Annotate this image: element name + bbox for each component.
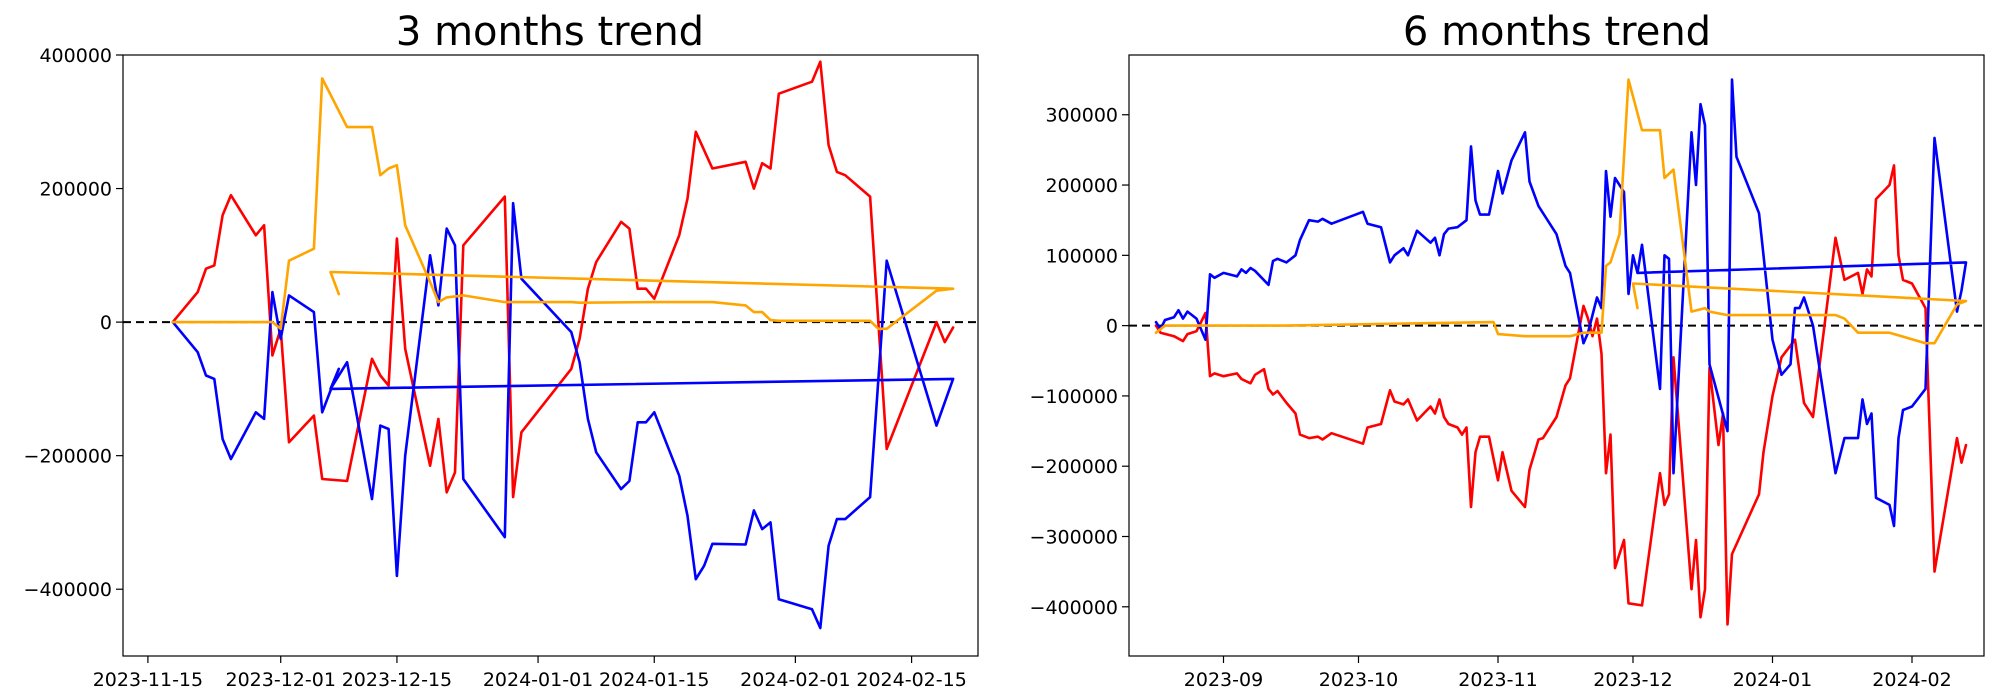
- y-axis: −400000 −300000 −200000 −100000 0 100000 20000…: [1030, 105, 1129, 619]
- y-tick-label: 200000: [39, 179, 112, 201]
- chart-3-months: 3 months trend −400000 −200000 0 200000 4000…: [24, 9, 979, 691]
- chart-title: 6 months trend: [1403, 9, 1711, 55]
- y-tick-label: 0: [1106, 316, 1118, 338]
- y-tick-label: 0: [100, 312, 112, 334]
- y-tick-label: −300000: [1030, 527, 1118, 549]
- y-tick-label: −200000: [24, 446, 112, 468]
- x-tick-label: 2023-09: [1184, 669, 1263, 691]
- x-tick-label: 2023-12-15: [342, 669, 452, 691]
- x-tick-label: 2023-11-15: [93, 669, 203, 691]
- y-tick-label: 300000: [1045, 105, 1118, 127]
- y-tick-label: −100000: [1030, 386, 1118, 408]
- y-tick-label: −400000: [1030, 597, 1118, 619]
- y-tick-label: 200000: [1045, 175, 1118, 197]
- x-tick-label: 2023-10: [1319, 669, 1398, 691]
- y-tick-label: 400000: [39, 45, 112, 67]
- x-tick-label: 2023-11: [1458, 669, 1537, 691]
- x-tick-label: 2024-01-01: [483, 669, 593, 691]
- x-tick-label: 2024-01-15: [599, 669, 709, 691]
- x-tick-label: 2024-02: [1872, 669, 1951, 691]
- plot-frame: [122, 54, 979, 657]
- series-line-blue: [1154, 78, 1968, 528]
- y-axis: −400000 −200000 0 200000 400000: [24, 45, 123, 601]
- y-tick-label: −200000: [1030, 456, 1118, 478]
- x-tick-label: 2023-12-01: [226, 669, 336, 691]
- x-axis: 2023-11-15 2023-12-01 2023-12-15 2024-01-01…: [93, 656, 967, 691]
- y-tick-label: 100000: [1045, 245, 1118, 267]
- series-line-blue: [171, 201, 955, 630]
- series-line-orange: [171, 77, 955, 331]
- x-tick-label: 2024-01: [1733, 669, 1812, 691]
- series-line-red: [1154, 164, 1968, 626]
- series-line-orange: [1154, 78, 1968, 345]
- y-tick-label: −400000: [24, 579, 112, 601]
- x-axis: 2023-09 2023-10 2023-11 2023-12 2024-01 2024-…: [1184, 656, 1952, 691]
- chart-title: 3 months trend: [396, 9, 704, 55]
- x-tick-label: 2024-02-15: [856, 669, 966, 691]
- chart-6-months: 6 months trend −400000 −300000 −200000 −100…: [1030, 9, 1985, 691]
- plot-frame: [1128, 54, 1985, 657]
- x-tick-label: 2023-12: [1593, 669, 1672, 691]
- x-tick-label: 2024-02-01: [740, 669, 850, 691]
